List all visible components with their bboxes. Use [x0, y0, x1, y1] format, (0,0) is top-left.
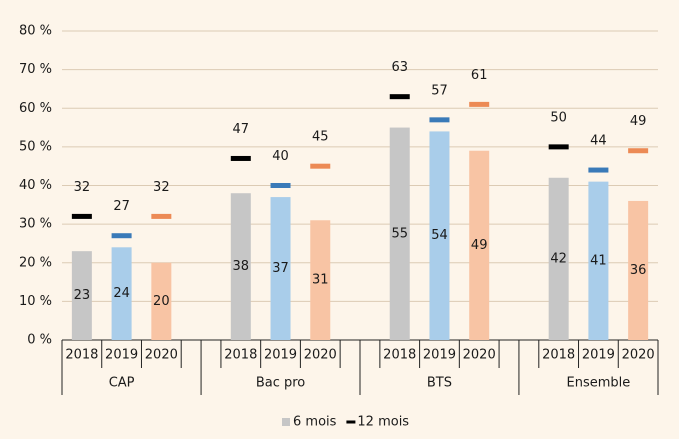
marker-value-label: 47	[233, 122, 250, 137]
bar	[588, 181, 609, 340]
bar-value-label: 37	[272, 261, 289, 276]
bar	[151, 262, 172, 340]
group-label: Bac pro	[256, 376, 305, 391]
x-tick-label: 2019	[105, 348, 138, 363]
bar	[548, 177, 569, 340]
legend-label: 6 mois	[293, 415, 337, 430]
marker	[429, 117, 450, 123]
marker-value-label: 61	[471, 68, 488, 83]
x-tick-label: 2020	[622, 348, 655, 363]
y-tick-label: 30 %	[19, 217, 52, 232]
legend-swatch	[282, 418, 290, 426]
x-tick-label: 2020	[463, 348, 496, 363]
bar	[469, 150, 490, 340]
group-label: BTS	[427, 376, 452, 391]
marker-value-label: 44	[590, 134, 607, 149]
x-tick-label: 2019	[582, 348, 615, 363]
bar	[429, 131, 450, 340]
bar-value-label: 55	[391, 226, 408, 241]
marker	[230, 155, 251, 161]
bar-value-label: 24	[113, 286, 130, 301]
bar-value-label: 31	[312, 273, 329, 288]
marker	[310, 163, 331, 169]
marker	[588, 167, 609, 173]
marker	[389, 94, 410, 100]
y-tick-label: 80 %	[19, 24, 52, 39]
bar-value-label: 20	[153, 294, 170, 309]
x-tick-label: 2018	[65, 348, 98, 363]
marker-value-label: 45	[312, 130, 329, 145]
x-tick-label: 2019	[423, 348, 456, 363]
y-tick-label: 50 %	[19, 139, 52, 154]
bar-value-label: 49	[471, 238, 488, 253]
x-tick-label: 2018	[224, 348, 257, 363]
group-label: CAP	[109, 376, 135, 391]
bar	[310, 220, 331, 340]
y-tick-label: 60 %	[19, 101, 52, 116]
marker	[270, 183, 291, 188]
bar	[71, 251, 92, 340]
x-tick-label: 2018	[383, 348, 416, 363]
y-tick-label: 20 %	[19, 255, 52, 270]
marker-value-label: 32	[74, 180, 91, 195]
bar	[230, 193, 251, 340]
bar-value-label: 41	[590, 253, 607, 268]
legend-label: 12 mois	[357, 415, 409, 430]
marker-value-label: 63	[391, 60, 408, 75]
x-tick-label: 2019	[264, 348, 297, 363]
marker-value-label: 40	[272, 149, 289, 164]
x-tick-label: 2020	[304, 348, 337, 363]
marker-value-label: 32	[153, 180, 170, 195]
marker	[151, 213, 172, 219]
bar	[111, 247, 132, 340]
marker	[111, 233, 132, 239]
marker	[628, 148, 649, 154]
y-tick-label: 0 %	[27, 333, 52, 348]
bar-value-label: 42	[550, 251, 567, 266]
marker-value-label: 50	[550, 110, 567, 125]
marker-value-label: 27	[113, 199, 130, 214]
y-tick-label: 40 %	[19, 178, 52, 193]
legend-swatch	[346, 420, 356, 424]
bar-value-label: 38	[233, 259, 250, 274]
marker	[71, 213, 92, 219]
bar	[389, 127, 410, 340]
y-tick-label: 70 %	[19, 62, 52, 77]
marker	[548, 144, 569, 150]
bar	[270, 197, 291, 340]
x-tick-label: 2020	[145, 348, 178, 363]
y-tick-label: 10 %	[19, 294, 52, 309]
bar-value-label: 23	[74, 288, 91, 303]
marker-value-label: 57	[431, 83, 448, 98]
x-tick-label: 2018	[542, 348, 575, 363]
marker	[469, 101, 490, 107]
bar-value-label: 54	[431, 228, 448, 243]
bar-value-label: 36	[630, 263, 647, 278]
group-label: Ensemble	[567, 376, 631, 391]
bar	[628, 200, 649, 340]
marker-value-label: 49	[630, 114, 647, 129]
